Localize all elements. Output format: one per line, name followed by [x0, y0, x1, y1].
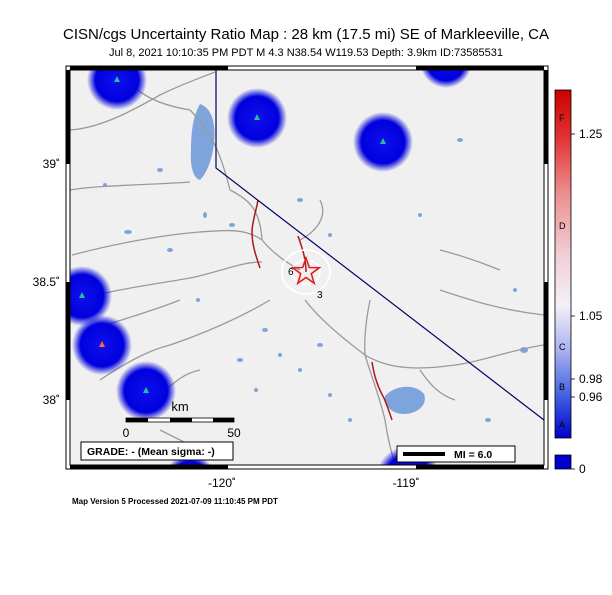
station-markers — [79, 76, 386, 393]
colorbar-grade-letter: A — [559, 420, 565, 430]
colorbar-gradient — [554, 89, 572, 439]
walker-lake — [384, 386, 425, 414]
station-triangle-icon — [99, 341, 105, 347]
station-triangle-icon — [380, 138, 386, 144]
lon-label-120: -120˚ — [208, 476, 236, 490]
fault-lines — [251, 199, 393, 421]
colorbar-grade-letter: D — [559, 221, 566, 231]
mi-legend: MI = 6.0 — [396, 445, 516, 463]
mi-legend-label: MI = 6.0 — [454, 449, 492, 461]
lon-label-119: -119˚ — [392, 476, 419, 490]
colorbar-value: 0.98 — [579, 372, 603, 386]
colorbar-value: 0 — [579, 462, 586, 476]
colorbar-zero-swatch — [554, 454, 572, 470]
colorbar-value: 1.25 — [579, 127, 603, 141]
scale-end: 50 — [227, 426, 241, 440]
station-triangle-icon — [114, 76, 120, 82]
contour-label-3: 3 — [317, 290, 323, 301]
station-circle — [87, 70, 147, 110]
event-subtitle: Jul 8, 2021 10:10:35 PM PDT M 4.3 N38.54… — [109, 47, 503, 59]
grade-label: GRADE: - (Mean sigma: -) — [87, 446, 215, 458]
contour-label-6: 6 — [288, 267, 294, 278]
station-circle — [70, 266, 112, 326]
station-triangle-icon — [254, 114, 260, 120]
lat-label-38-5: 38.5˚ — [33, 275, 60, 289]
colorbar-value: 0.96 — [579, 390, 603, 404]
scale-bar: km 0 50 — [123, 399, 241, 440]
map-content: 6 3 — [70, 70, 544, 465]
station-triangle-icon — [79, 292, 85, 298]
station-circle — [421, 70, 471, 88]
map-title: CISN/cgs Uncertainty Ratio Map : 28 km (… — [63, 26, 549, 43]
colorbar-value: 1.05 — [579, 309, 603, 323]
station-triangle-icon — [143, 387, 149, 393]
colorbar-grade-letter: F — [559, 113, 565, 123]
colorbar: 1.25 1.05 0.98 0.96 0 F D C B A — [554, 89, 603, 476]
scale-unit: km — [171, 399, 188, 414]
epicenter-star-icon — [290, 255, 322, 286]
state-border — [215, 70, 544, 421]
colorbar-grade-letter: C — [559, 342, 566, 352]
colorbar-grade-letter: B — [559, 382, 565, 392]
lake-tahoe — [190, 104, 215, 180]
scale-start: 0 — [123, 426, 130, 440]
lat-label-38: 38˚ — [43, 393, 60, 407]
map-version-footer: Map Version 5 Processed 2021-07-09 11:10… — [72, 497, 278, 506]
lat-label-39: 39˚ — [43, 157, 60, 171]
map-frame — [65, 65, 549, 470]
grade-box: GRADE: - (Mean sigma: -) — [80, 441, 234, 461]
